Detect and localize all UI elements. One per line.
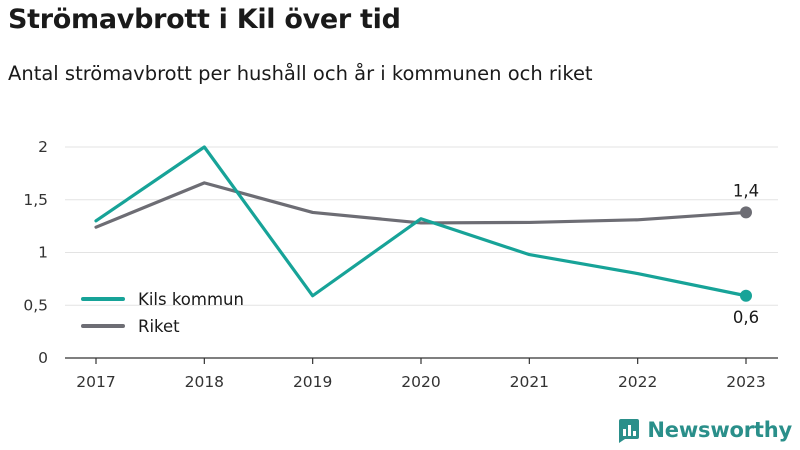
legend-label-kils-kommun: Kils kommun bbox=[138, 290, 244, 309]
end-label-riket: 1,4 bbox=[733, 181, 759, 200]
y-tick-label: 1,5 bbox=[23, 191, 48, 209]
series-line-riket bbox=[94, 181, 748, 229]
x-tick-label: 2021 bbox=[510, 373, 549, 391]
x-tick-label: 2020 bbox=[401, 373, 440, 391]
series-line-kils-kommun bbox=[94, 145, 748, 298]
legend-label-riket: Riket bbox=[138, 317, 180, 336]
y-tick-label: 0,5 bbox=[23, 296, 48, 314]
brand: Newsworthy bbox=[615, 417, 792, 443]
end-point-kils-kommun bbox=[740, 289, 752, 302]
y-tick-label: 2 bbox=[38, 138, 48, 156]
brand-name: Newsworthy bbox=[647, 418, 792, 442]
x-tick-label: 2023 bbox=[726, 373, 765, 391]
y-tick-label: 0 bbox=[38, 349, 48, 367]
x-tick-label: 2019 bbox=[293, 373, 332, 391]
y-tick-label: 1 bbox=[38, 244, 48, 262]
end-point-riket bbox=[740, 206, 752, 219]
x-tick-label: 2017 bbox=[76, 373, 115, 391]
end-label-kils-kommun: 0,6 bbox=[733, 308, 759, 327]
x-tick-label: 2022 bbox=[618, 373, 657, 391]
newsworthy-logo-icon bbox=[619, 419, 640, 443]
chart-subtitle: Antal strömavbrott per hushåll och år i … bbox=[8, 62, 593, 85]
chart-title: Strömavbrott i Kil över tid bbox=[8, 4, 401, 35]
x-tick-label: 2018 bbox=[185, 373, 224, 391]
